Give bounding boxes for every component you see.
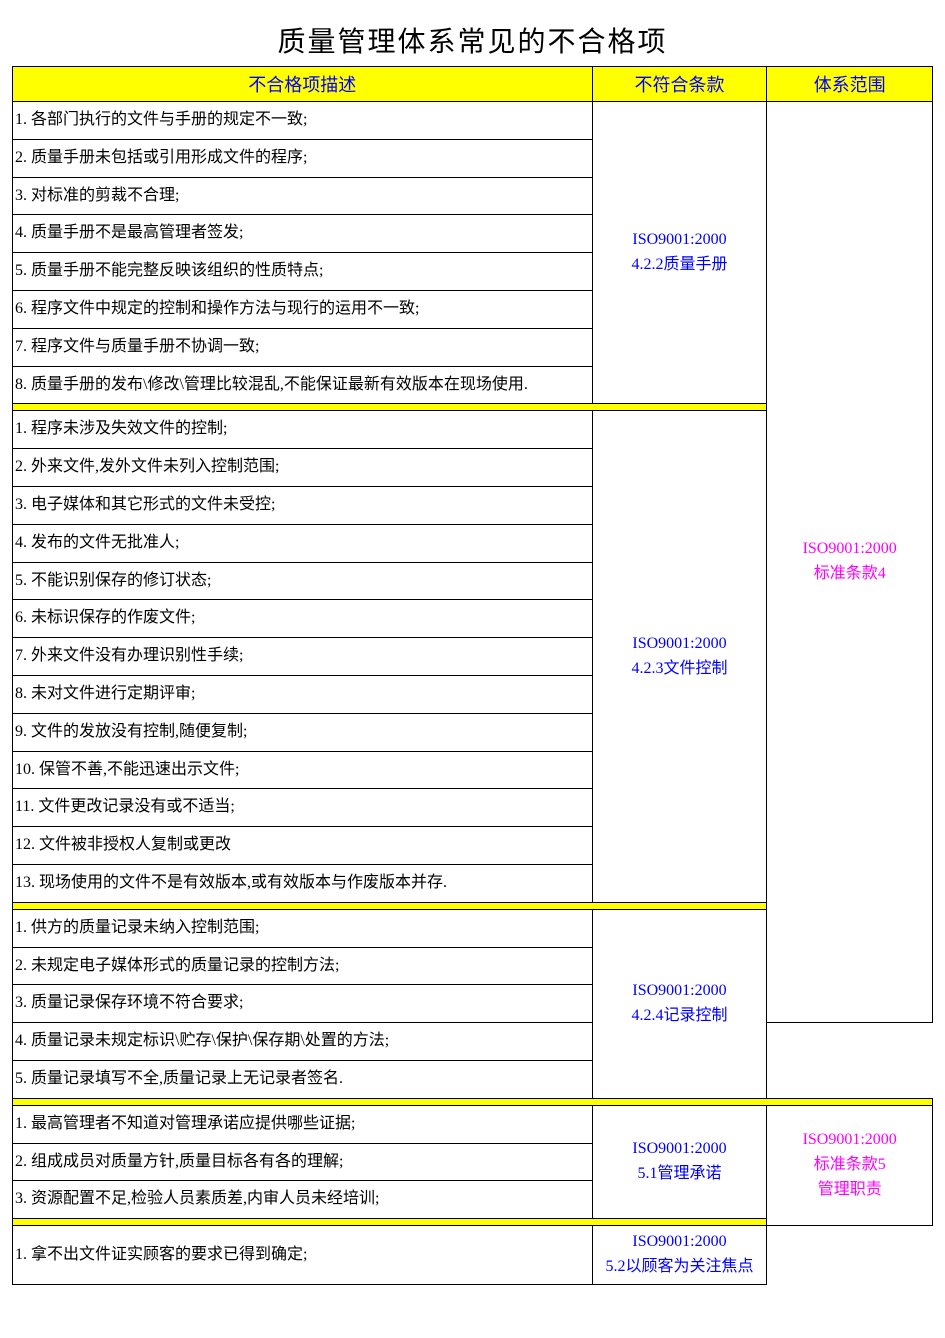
table-header-row: 不合格项描述 不符合条款 体系范围	[13, 67, 933, 102]
clause-cell: ISO9001:20005.2以顾客为关注焦点	[592, 1226, 767, 1285]
desc-cell: 3. 对标准的剪裁不合理;	[13, 177, 593, 215]
table-row: 1. 最高管理者不知道对管理承诺应提供哪些证据;ISO9001:20005.1管…	[13, 1105, 933, 1143]
separator-row	[13, 1098, 933, 1105]
table-row: 5. 质量记录填写不全,质量记录上无记录者签名.	[13, 1060, 933, 1098]
desc-cell: 1. 各部门执行的文件与手册的规定不一致;	[13, 102, 593, 140]
desc-cell: 3. 电子媒体和其它形式的文件未受控;	[13, 486, 593, 524]
scope-cell: ISO9001:2000标准条款4	[767, 102, 933, 1023]
page-title: 质量管理体系常见的不合格项	[12, 12, 933, 66]
clause-cell: ISO9001:20004.2.3文件控制	[592, 411, 767, 902]
desc-cell: 6. 未标识保存的作废文件;	[13, 600, 593, 638]
desc-cell: 1. 供方的质量记录未纳入控制范围;	[13, 909, 593, 947]
desc-cell: 3. 质量记录保存环境不符合要求;	[13, 985, 593, 1023]
desc-cell: 12. 文件被非授权人复制或更改	[13, 827, 593, 865]
desc-cell: 4. 发布的文件无批准人;	[13, 524, 593, 562]
desc-cell: 1. 拿不出文件证实顾客的要求已得到确定;	[13, 1226, 593, 1285]
desc-cell: 4. 质量记录未规定标识\贮存\保护\保存期\处置的方法;	[13, 1023, 593, 1061]
desc-cell: 8. 质量手册的发布\修改\管理比较混乱,不能保证最新有效版本在现场使用.	[13, 366, 593, 404]
desc-cell: 7. 程序文件与质量手册不协调一致;	[13, 328, 593, 366]
table-row: 1. 各部门执行的文件与手册的规定不一致;ISO9001:20004.2.2质量…	[13, 102, 933, 140]
desc-cell: 9. 文件的发放没有控制,随便复制;	[13, 713, 593, 751]
desc-cell: 1. 最高管理者不知道对管理承诺应提供哪些证据;	[13, 1105, 593, 1143]
header-desc: 不合格项描述	[13, 67, 593, 102]
desc-cell: 8. 未对文件进行定期评审;	[13, 675, 593, 713]
desc-cell: 2. 外来文件,发外文件未列入控制范围;	[13, 449, 593, 487]
desc-cell: 2. 未规定电子媒体形式的质量记录的控制方法;	[13, 947, 593, 985]
nonconformity-table: 不合格项描述 不符合条款 体系范围 1. 各部门执行的文件与手册的规定不一致;I…	[12, 66, 933, 1285]
desc-cell: 13. 现场使用的文件不是有效版本,或有效版本与作废版本并存.	[13, 864, 593, 902]
desc-cell: 5. 不能识别保存的修订状态;	[13, 562, 593, 600]
desc-cell: 5. 质量记录填写不全,质量记录上无记录者签名.	[13, 1060, 593, 1098]
desc-cell: 3. 资源配置不足,检验人员素质差,内审人员未经培训;	[13, 1181, 593, 1219]
clause-cell: ISO9001:20004.2.2质量手册	[592, 102, 767, 404]
header-clause: 不符合条款	[592, 67, 767, 102]
desc-cell: 6. 程序文件中规定的控制和操作方法与现行的运用不一致;	[13, 290, 593, 328]
clause-cell: ISO9001:20004.2.4记录控制	[592, 909, 767, 1098]
desc-cell: 10. 保管不善,不能迅速出示文件;	[13, 751, 593, 789]
desc-cell: 5. 质量手册不能完整反映该组织的性质特点;	[13, 253, 593, 291]
desc-cell: 2. 质量手册未包括或引用形成文件的程序;	[13, 139, 593, 177]
desc-cell: 2. 组成成员对质量方针,质量目标各有各的理解;	[13, 1143, 593, 1181]
header-scope: 体系范围	[767, 67, 933, 102]
desc-cell: 1. 程序未涉及失效文件的控制;	[13, 411, 593, 449]
table-row: 1. 拿不出文件证实顾客的要求已得到确定;ISO9001:20005.2以顾客为…	[13, 1226, 933, 1285]
clause-cell: ISO9001:20005.1管理承诺	[592, 1105, 767, 1218]
desc-cell: 4. 质量手册不是最高管理者签发;	[13, 215, 593, 253]
table-row: 4. 质量记录未规定标识\贮存\保护\保存期\处置的方法;	[13, 1023, 933, 1061]
desc-cell: 7. 外来文件没有办理识别性手续;	[13, 638, 593, 676]
scope-cell: ISO9001:2000标准条款5管理职责	[767, 1105, 933, 1225]
desc-cell: 11. 文件更改记录没有或不适当;	[13, 789, 593, 827]
